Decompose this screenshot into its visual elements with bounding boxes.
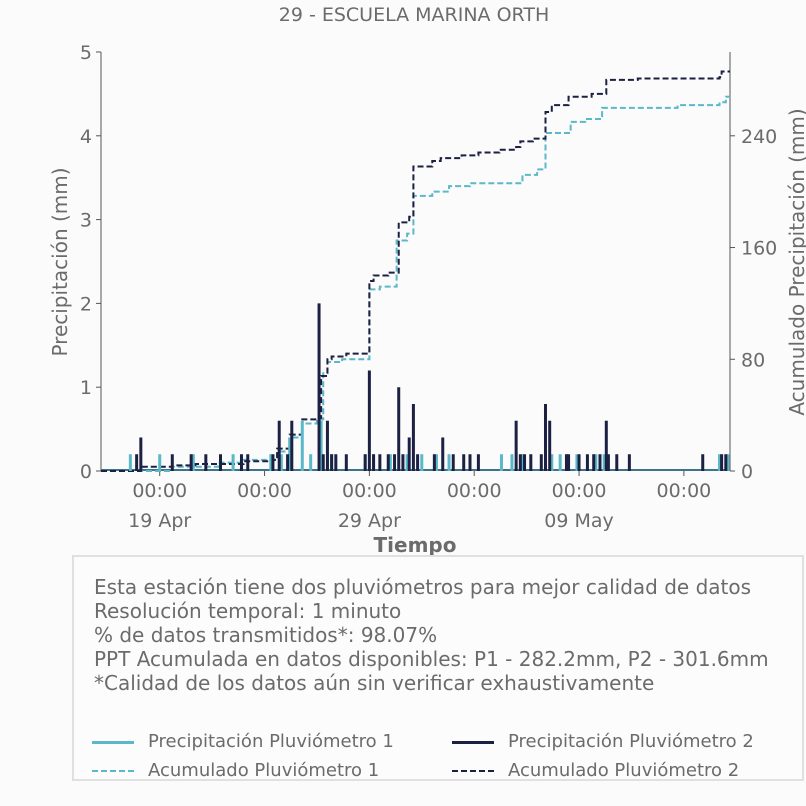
legend-swatch-solid-p2 xyxy=(452,741,494,744)
y-tick-right-label: 240 xyxy=(741,126,777,148)
x-tick-label-date: 09 May xyxy=(544,510,614,532)
info-line: % de datos transmitidos*: 98.07% xyxy=(94,623,438,647)
y-tick-right-label: 80 xyxy=(741,349,765,371)
info-line: *Calidad de los datos aún sin verificar … xyxy=(94,671,655,695)
chart-title: 29 - ESCUELA MARINA ORTH xyxy=(279,4,550,26)
x-tick-label-time: 00:00 xyxy=(132,480,187,502)
x-axis-label: Tiempo xyxy=(374,533,457,557)
info-legend-box: Esta estación tiene dos pluviómetros par… xyxy=(72,555,804,781)
info-line: Esta estación tiene dos pluviómetros par… xyxy=(94,575,752,599)
legend-swatch-dashed-p2 xyxy=(452,770,494,772)
y-tick-left-label: 4 xyxy=(80,126,92,148)
y-tick-right-label: 160 xyxy=(741,238,777,260)
info-line: Resolución temporal: 1 minuto xyxy=(94,599,402,623)
series-acumulado-p1 xyxy=(101,95,730,472)
legend-label: Precipitación Pluviómetro 1 xyxy=(148,731,394,752)
info-line: PPT Acumulada en datos disponibles: P1 -… xyxy=(94,647,769,671)
y-tick-left-label: 0 xyxy=(80,461,92,483)
legend-swatch-solid-p1 xyxy=(92,741,134,744)
x-tick-label-time: 00:00 xyxy=(656,480,711,502)
y-tick-left-label: 2 xyxy=(80,293,92,315)
x-tick-label-time: 00:00 xyxy=(552,480,607,502)
plot-area: 0 1 2 3 4 5 0 80 160 240 00:00 19 Apr 00:00 29 Apr 00:… xyxy=(80,42,777,532)
y-tick-left-label: 5 xyxy=(80,42,92,64)
x-tick-label-time: 00:00 xyxy=(447,480,502,502)
y-axis-right-label: Acumulado Precipitación (mm) xyxy=(785,108,806,415)
x-tick-label-date: 29 Apr xyxy=(338,510,401,532)
y-tick-left-label: 3 xyxy=(80,210,92,232)
y-tick-right-label: 0 xyxy=(741,461,753,483)
legend-label: Precipitación Pluviómetro 2 xyxy=(508,731,754,752)
x-tick-label-time: 00:00 xyxy=(237,480,292,502)
legend-label: Acumulado Pluviómetro 1 xyxy=(148,760,380,781)
x-tick-label-time: 00:00 xyxy=(342,480,397,502)
series-acumulado-p2 xyxy=(101,70,730,472)
precipitation-chart: 29 - ESCUELA MARINA ORTH 0 1 2 3 4 5 0 80 160 240… xyxy=(48,4,806,557)
y-axis-left-label: Precipitación (mm) xyxy=(48,167,72,356)
x-tick-label-date: 19 Apr xyxy=(128,510,191,532)
legend-swatch-dashed-p1 xyxy=(92,770,134,772)
legend-label: Acumulado Pluviómetro 2 xyxy=(508,760,740,781)
y-tick-left-label: 1 xyxy=(80,377,92,399)
